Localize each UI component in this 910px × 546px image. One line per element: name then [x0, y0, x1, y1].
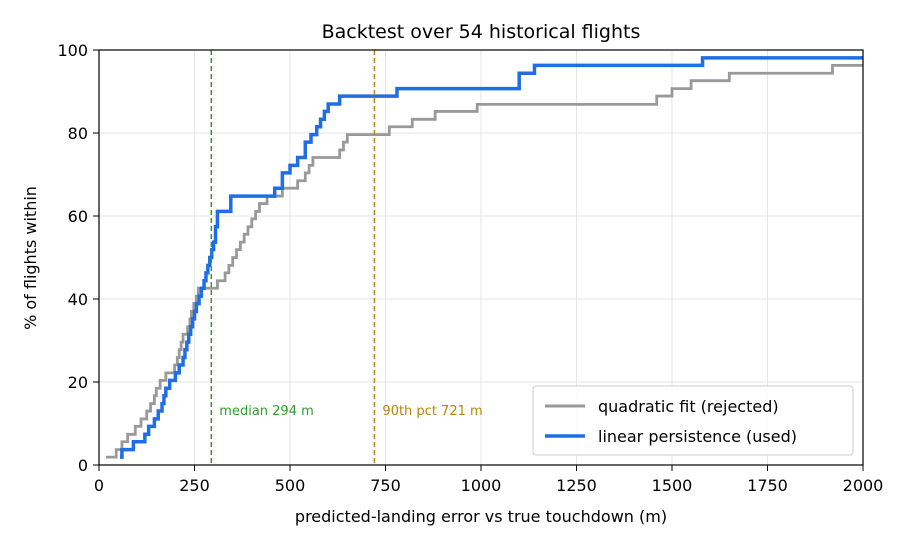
legend-box: [532, 385, 854, 456]
y-tick-label: 60: [68, 207, 88, 226]
series-line-linear-persistence: [120, 56, 863, 459]
legend: quadratic fit (rejected) linear persiste…: [532, 385, 854, 456]
tick-layer: 0 250 500 750 1000 1250 1500 1750 2000 0 20 40 60 80 1…: [57, 41, 883, 495]
vline-layer: median 294 m 90th pct 721 m: [210, 50, 483, 465]
x-tick-label: 1500: [652, 476, 693, 495]
series-line-quadratic-fit: [105, 63, 863, 459]
x-tick-label: 500: [275, 476, 306, 495]
median-annotation: median 294 m: [219, 404, 313, 419]
x-tick-label: 250: [179, 476, 210, 495]
x-tick-label: 1750: [747, 476, 788, 495]
y-tick-label: 80: [68, 124, 88, 143]
x-tick-label: 0: [94, 476, 104, 495]
x-axis-label: predicted-landing error vs true touchdow…: [295, 507, 667, 526]
x-tick-label: 1250: [556, 476, 597, 495]
y-tick-label: 20: [68, 373, 88, 392]
x-tick-label: 2000: [843, 476, 884, 495]
p90-annotation: 90th pct 721 m: [382, 404, 482, 419]
x-tick-label: 1000: [461, 476, 502, 495]
x-tick-label: 750: [370, 476, 401, 495]
y-tick-label: 0: [78, 456, 88, 475]
legend-label-quadratic: quadratic fit (rejected): [598, 397, 779, 416]
legend-label-linear: linear persistence (used): [598, 427, 797, 446]
y-tick-label: 100: [57, 41, 88, 60]
series-layer: [105, 56, 863, 459]
y-tick-label: 40: [68, 290, 88, 309]
y-axis-label: % of flights within: [21, 186, 40, 330]
chart-title: Backtest over 54 historical flights: [322, 21, 641, 43]
